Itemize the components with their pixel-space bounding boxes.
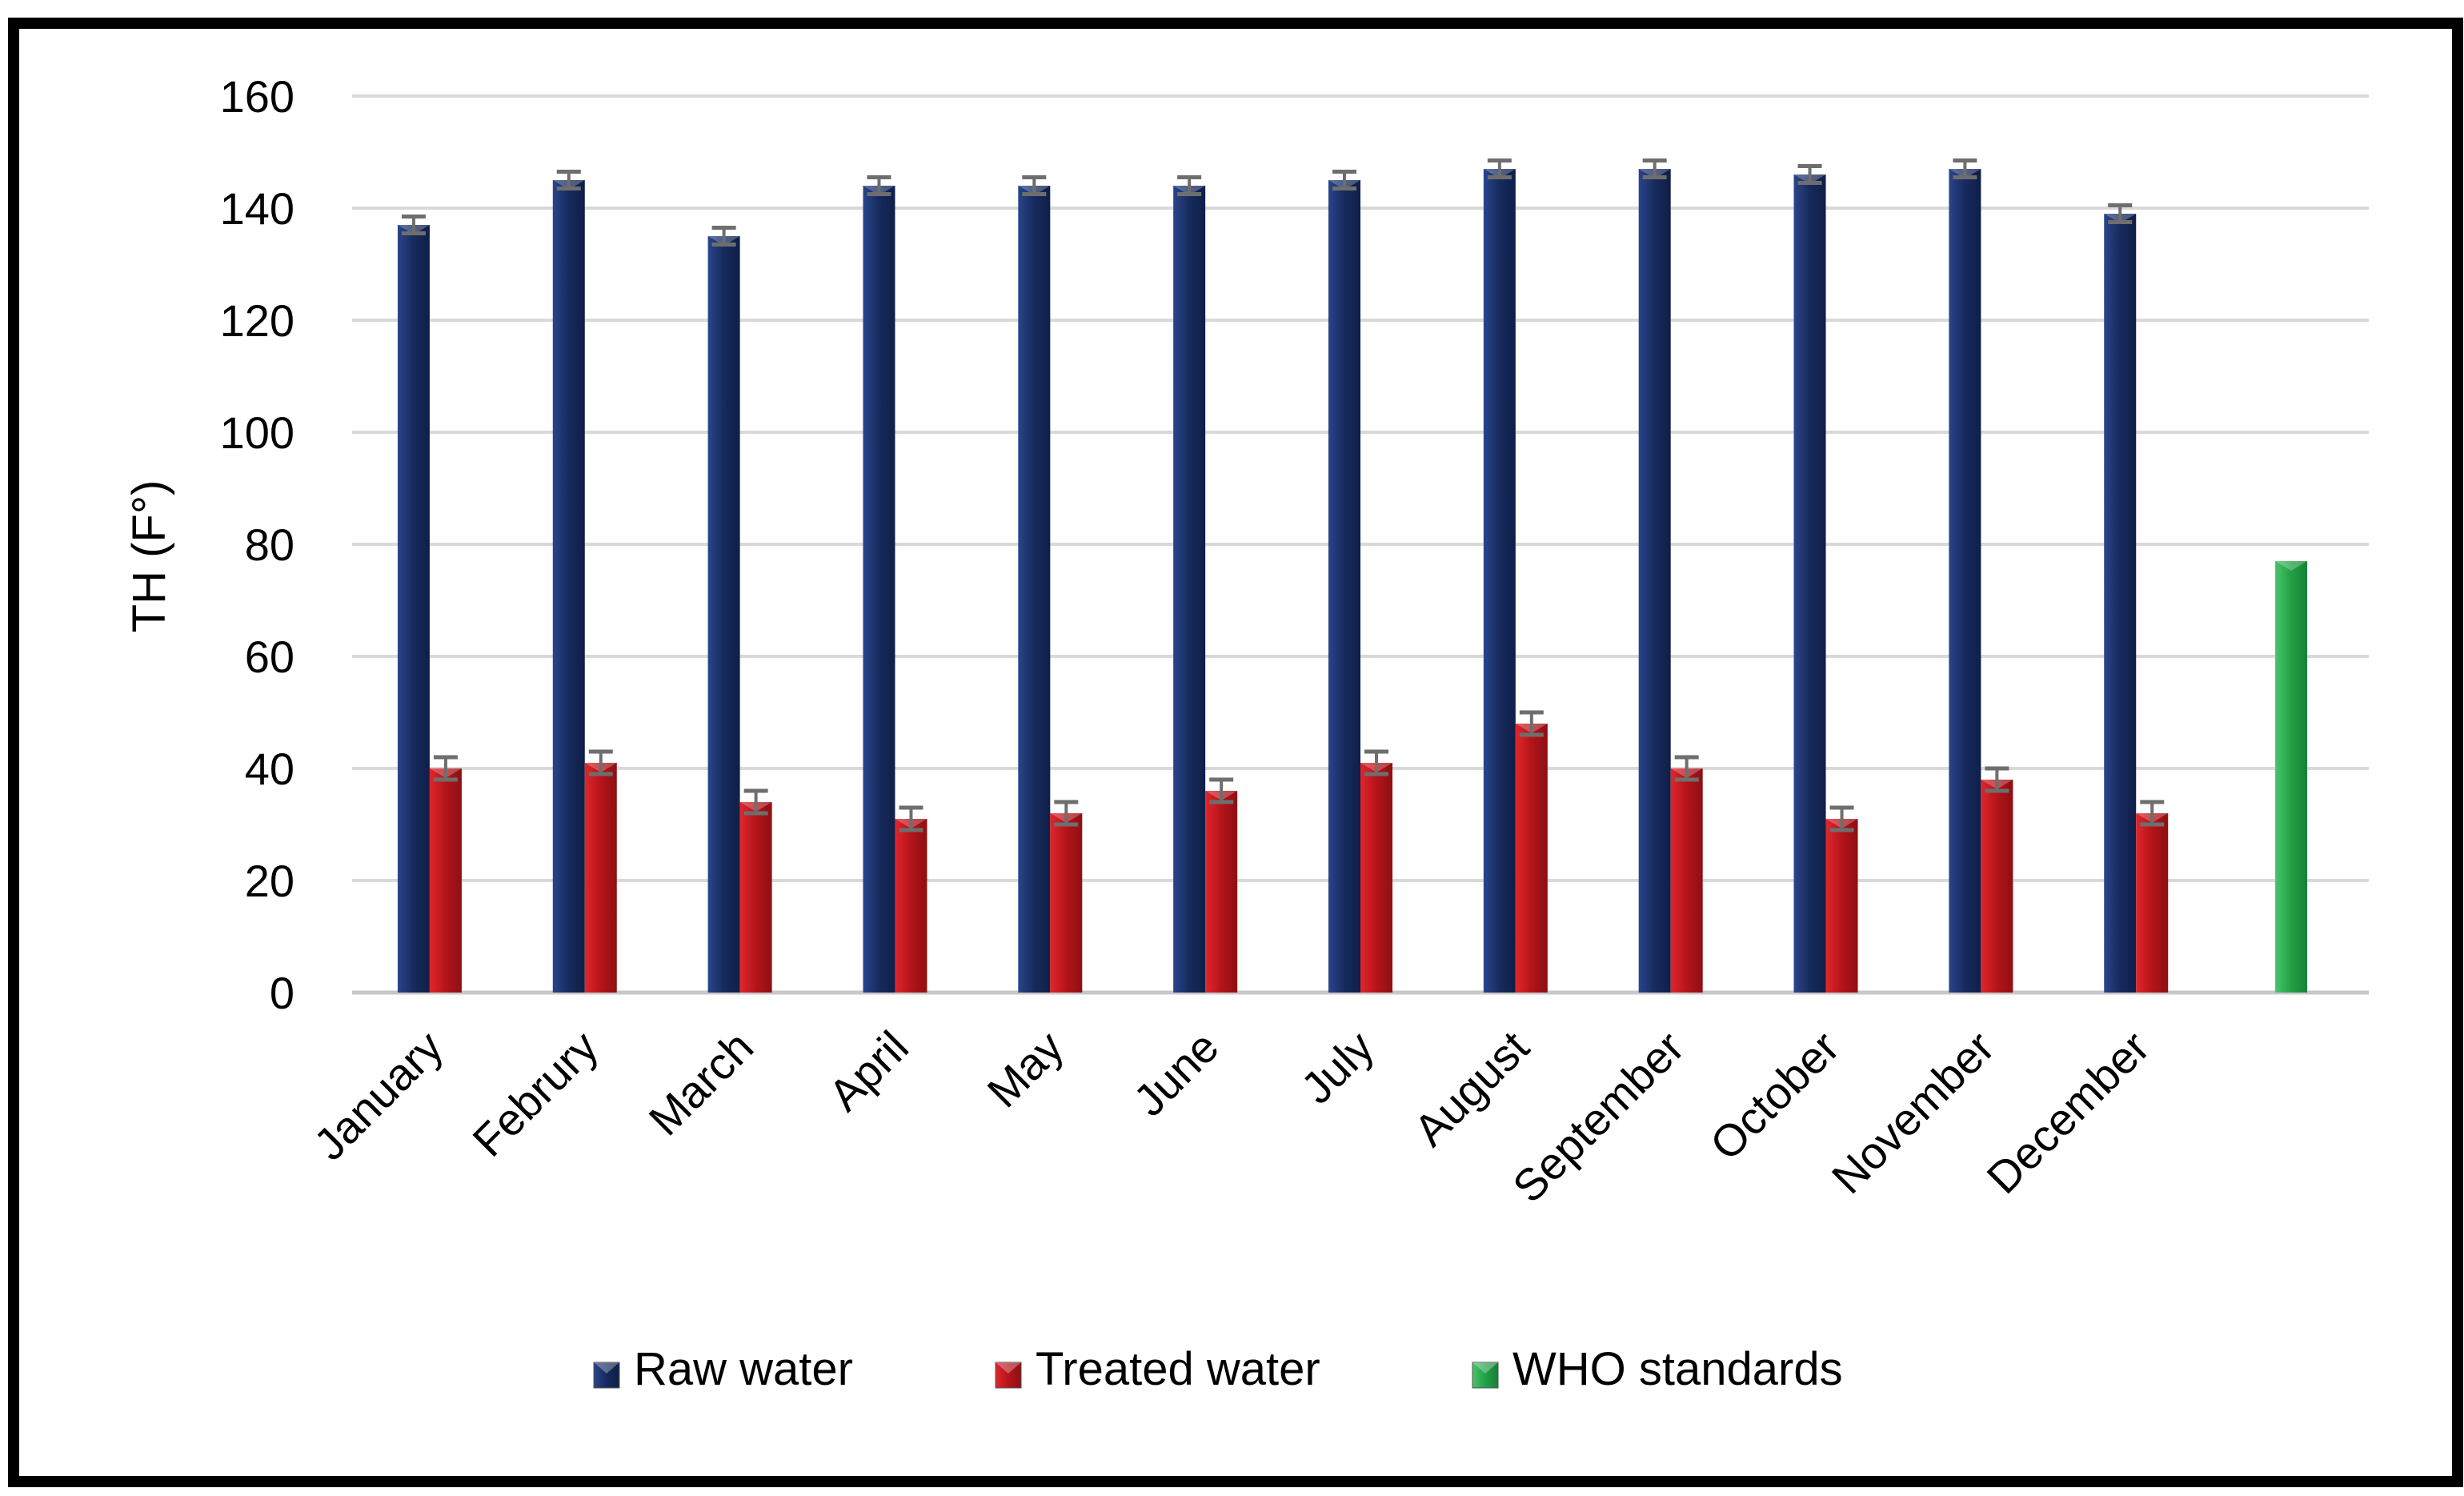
x-tick-label: December [1977, 1021, 2159, 1203]
legend-marker-highlight [996, 1362, 1021, 1374]
treated-water-bar [1515, 724, 1548, 993]
y-tick-label: 20 [245, 856, 294, 906]
legend-label: WHO standards [1512, 1343, 1843, 1395]
treated-water-bar [1205, 791, 1238, 993]
treated-water-bar [895, 819, 928, 993]
treated-water-bar [2136, 813, 2169, 993]
who-standards-bar [2275, 561, 2308, 993]
y-tick-label: 0 [270, 968, 294, 1018]
y-tick-label: 40 [245, 744, 294, 794]
legend-marker-highlight [594, 1362, 619, 1374]
x-tick-label: January [304, 1021, 452, 1169]
legend-marker-highlight [1472, 1362, 1498, 1374]
x-tick-label: July [1292, 1021, 1384, 1113]
y-tick-label: 120 [220, 295, 294, 346]
legend: Raw water Treated water WHO standards [593, 1343, 1843, 1395]
y-tick-label: 100 [220, 407, 294, 458]
x-tick-label: October [1701, 1021, 1849, 1169]
x-tick-label: May [977, 1021, 1072, 1117]
treated-water-bar [1050, 813, 1083, 993]
legend-marker-who-standards [1472, 1362, 1499, 1389]
raw-water-bar [1018, 186, 1051, 993]
raw-water-bar [1483, 169, 1516, 993]
raw-water-bar [397, 225, 430, 993]
x-tick-label: Februry [463, 1021, 607, 1166]
treated-water-bar [1670, 768, 1703, 993]
treated-water-bar [1981, 780, 2013, 993]
x-tick-label: March [639, 1021, 763, 1145]
treated-water-bar [739, 802, 772, 993]
x-tick-label: June [1124, 1021, 1228, 1125]
legend-label: Treated water [1036, 1343, 1320, 1395]
raw-water-bar [552, 180, 585, 993]
raw-water-bar [1638, 169, 1671, 993]
raw-water-bar [707, 236, 740, 993]
raw-water-bar [863, 186, 895, 993]
y-axis-label: TH (F°) [123, 480, 175, 633]
y-tick-label: 60 [245, 632, 294, 682]
y-tick-label: 160 [220, 71, 294, 122]
raw-water-bar [1949, 169, 1981, 993]
raw-water-bar [1793, 174, 1826, 993]
legend-marker-raw-water [593, 1362, 620, 1389]
y-tick-label: 140 [220, 183, 294, 234]
raw-water-bar [1173, 186, 1206, 993]
raw-water-bar [2104, 214, 2137, 993]
treated-water-bar [429, 768, 462, 993]
legend-marker-treated-water [995, 1362, 1022, 1389]
x-tick-label: April [819, 1021, 918, 1121]
x-tick-label: November [1822, 1021, 2004, 1203]
raw-water-bar [1328, 180, 1360, 993]
bar-highlight [2275, 561, 2308, 571]
x-tick-label: September [1503, 1021, 1693, 1212]
treated-water-bar [1825, 819, 1858, 993]
y-tick-label: 80 [245, 519, 294, 570]
x-tick-label: August [1404, 1021, 1539, 1156]
treated-water-bar [1360, 763, 1392, 993]
treated-water-bar [584, 763, 617, 993]
legend-label: Raw water [634, 1343, 853, 1395]
